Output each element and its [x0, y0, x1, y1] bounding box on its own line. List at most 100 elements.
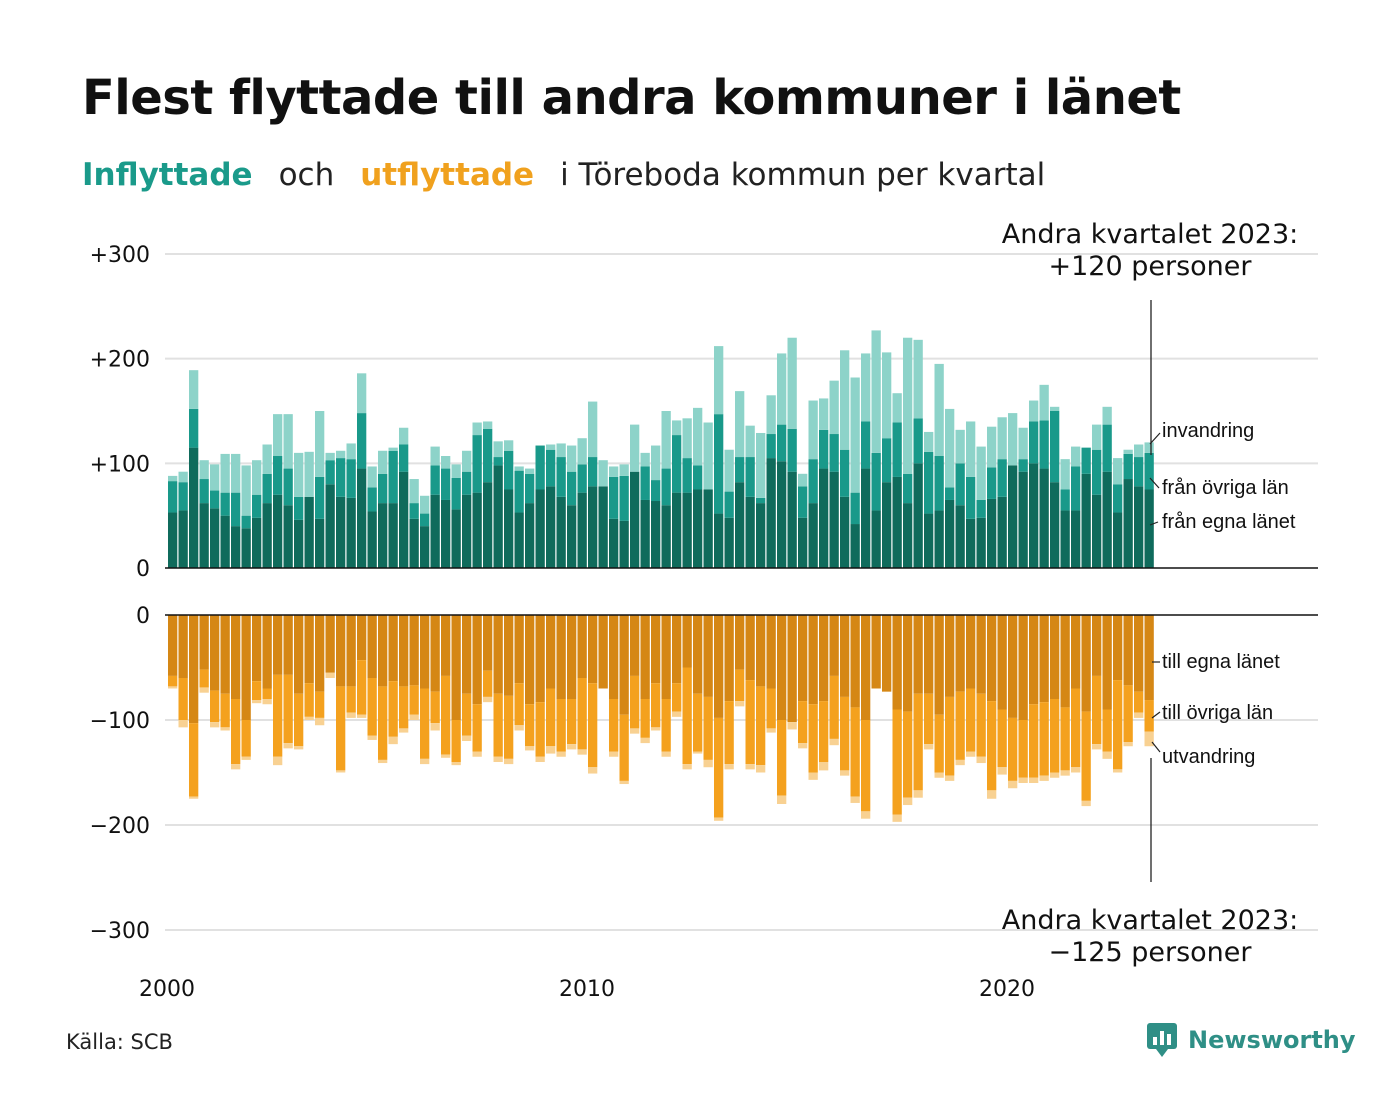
bar-inflow-segment: [1134, 457, 1144, 487]
bar-outflow-segment: [798, 615, 808, 702]
bar-inflow-segment: [598, 486, 608, 568]
bar-inflow-segment: [1092, 449, 1102, 495]
bottom-annotation-line: −125 personer: [1048, 937, 1252, 968]
bar-inflow-segment: [1102, 471, 1112, 568]
bar-inflow-segment: [588, 457, 598, 487]
bar-outflow-segment: [766, 728, 776, 733]
bar-inflow-segment: [840, 449, 850, 497]
bottom-series-label: utvandring: [1162, 746, 1255, 768]
bar-inflow-segment: [294, 452, 304, 497]
bar-inflow-segment: [220, 453, 230, 493]
bar-outflow-segment: [714, 817, 724, 821]
bar-outflow-segment: [913, 693, 923, 791]
bar-inflow-segment: [819, 468, 829, 568]
bar-outflow-segment: [777, 795, 787, 804]
bar-inflow-segment: [231, 526, 241, 568]
bar-outflow-segment: [850, 796, 860, 803]
bar-outflow-segment: [619, 714, 629, 781]
bar-outflow-segment: [630, 728, 640, 734]
bar-inflow-segment: [1123, 479, 1133, 568]
bar-inflow-segment: [262, 444, 272, 474]
bar-outflow-segment: [441, 675, 451, 755]
bar-inflow-segment: [336, 496, 346, 568]
bar-outflow-segment: [682, 764, 692, 770]
bar-inflow-segment: [556, 496, 566, 568]
bar-inflow-segment: [808, 400, 818, 460]
bar-inflow-segment: [651, 480, 661, 502]
bar-outflow-segment: [504, 695, 514, 759]
bar-outflow-segment: [819, 615, 829, 702]
bar-outflow-segment: [840, 770, 850, 776]
bar-outflow-segment: [378, 615, 388, 687]
bar-outflow-segment: [1060, 615, 1070, 708]
bar-outflow-segment: [1113, 615, 1123, 681]
bar-inflow-segment: [661, 411, 671, 469]
bar-inflow-segment: [189, 447, 199, 568]
x-tick-label: 2020: [979, 977, 1035, 1002]
bar-inflow-segment: [1050, 406, 1060, 411]
bar-inflow-segment: [315, 476, 325, 519]
bar-outflow-segment: [388, 736, 398, 745]
bar-outflow-segment: [630, 615, 640, 676]
bar-inflow-segment: [1018, 459, 1028, 472]
bar-outflow-segment: [1102, 709, 1112, 752]
bar-outflow-segment: [955, 691, 965, 760]
bar-inflow-segment: [651, 501, 661, 568]
bar-inflow-segment: [252, 460, 262, 495]
bar-inflow-segment: [840, 496, 850, 568]
bar-inflow-segment: [367, 487, 377, 512]
bar-outflow-segment: [724, 701, 734, 765]
bar-outflow-segment: [409, 714, 419, 720]
bar-inflow-segment: [913, 339, 923, 419]
bar-outflow-segment: [483, 615, 493, 671]
bar-inflow-segment: [325, 460, 335, 485]
bar-inflow-segment: [703, 489, 713, 568]
bar-inflow-segment: [420, 513, 430, 527]
bar-outflow-segment: [556, 615, 566, 699]
bar-inflow-segment: [777, 424, 787, 462]
bar-outflow-segment: [840, 615, 850, 697]
bar-outflow-segment: [966, 688, 976, 752]
bar-inflow-segment: [934, 456, 944, 511]
bar-inflow-segment: [409, 518, 419, 568]
bar-inflow-segment: [955, 429, 965, 464]
bar-inflow-segment: [882, 438, 892, 483]
bar-outflow-segment: [514, 683, 524, 726]
chart-subtitle: Inflyttade och utflyttade i Töreboda kommun…: [82, 157, 1045, 193]
bar-outflow-segment: [1018, 777, 1028, 783]
bar-inflow-segment: [682, 492, 692, 568]
bar-outflow-segment: [829, 738, 839, 746]
bar-outflow-segment: [808, 615, 818, 705]
bar-outflow-segment: [724, 764, 734, 770]
bar-outflow-segment: [441, 615, 451, 676]
bar-outflow-segment: [1071, 615, 1081, 689]
bar-outflow-segment: [1144, 731, 1154, 747]
bar-inflow-segment: [252, 494, 262, 518]
bar-outflow-segment: [588, 683, 598, 768]
bar-outflow-segment: [367, 735, 377, 740]
bar-outflow-segment: [231, 699, 241, 765]
bar-inflow-segment: [903, 337, 913, 474]
bar-outflow-segment: [798, 743, 808, 749]
bar-outflow-segment: [399, 728, 409, 733]
bar-inflow-segment: [892, 422, 902, 477]
bar-outflow-segment: [945, 615, 955, 697]
bar-outflow-segment: [462, 693, 472, 736]
bar-inflow-segment: [882, 352, 892, 439]
bar-outflow-segment: [178, 615, 188, 678]
bar-inflow-segment: [420, 526, 430, 568]
bar-inflow-segment: [882, 482, 892, 568]
bar-outflow-segment: [756, 765, 766, 773]
bar-outflow-segment: [651, 727, 661, 731]
bar-inflow-segment: [672, 492, 682, 568]
bar-outflow-segment: [892, 709, 902, 815]
bar-inflow-segment: [903, 503, 913, 568]
bar-inflow-segment: [819, 429, 829, 469]
bar-inflow-segment: [472, 422, 482, 436]
bar-inflow-segment: [483, 428, 493, 483]
bar-outflow-segment: [714, 717, 724, 818]
bar-outflow-segment: [913, 790, 923, 798]
bar-outflow-segment: [882, 615, 892, 692]
bottom-series-pointer: [1151, 741, 1161, 753]
bar-inflow-segment: [346, 497, 356, 568]
